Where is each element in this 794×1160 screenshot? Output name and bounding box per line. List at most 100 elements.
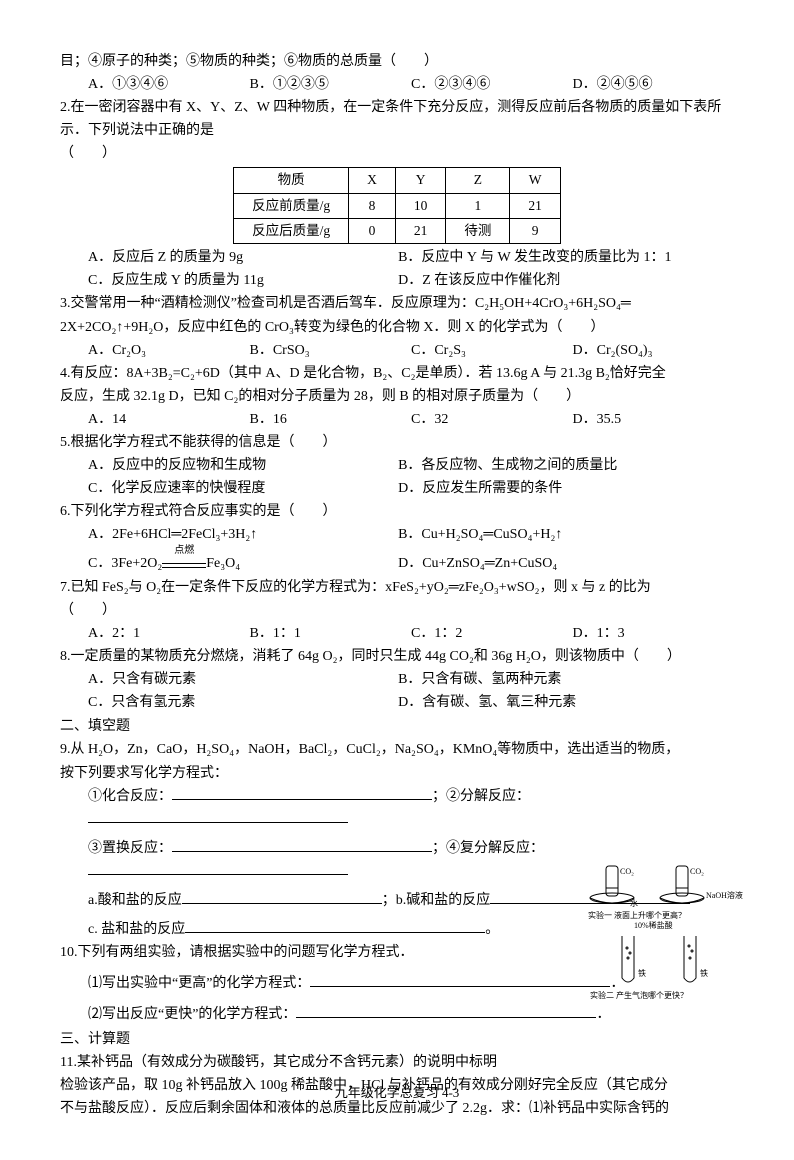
opt-b: B．16 — [250, 408, 412, 431]
q8-d: D．含有碳、氢、氧三种元素 — [398, 691, 734, 714]
td: 9 — [510, 219, 561, 244]
label: ；b.碱和盐的反应 — [382, 893, 491, 908]
q8-stem: 8.一定质量的某物质充分燃烧，消耗了 64g O₂，同时只生成 44g CO₂和… — [60, 645, 734, 668]
opt-c: C．Cr₂S₃ — [411, 339, 573, 362]
th: X — [349, 168, 396, 193]
fe-label: 铁 — [638, 968, 646, 978]
q-top-options: A．①③④⑥ B．①②③⑤ C．②③④⑥ D．②④⑤⑥ — [60, 73, 734, 96]
blank-input[interactable] — [88, 808, 348, 823]
q9-l1: 9.从 H₂O，Zn，CaO，H₂SO₄，NaOH，BaCl₂，CuCl₂，Na… — [60, 738, 734, 761]
q6-c-post: Fe₃O₄ — [206, 556, 240, 571]
q2-b: B．反应中 Y 与 W 发生改变的质量比为 1：1 — [398, 246, 734, 269]
opt-d: D．②④⑤⑥ — [573, 73, 735, 96]
opt-c: C．②③④⑥ — [411, 73, 573, 96]
q6-stem: 6.下列化学方程式符合反应事实的是（ ） — [60, 500, 734, 523]
q3-l1: 3.交警常用一种“酒精检测仪”检查司机是否酒后驾车．反应原理为：C₂H₅OH+4… — [60, 292, 734, 315]
q11-l1: 11.某补钙品（有效成分为碳酸钙，其它成分不含钙元素）的说明中标明 — [60, 1051, 734, 1074]
opt-c: C．32 — [411, 408, 573, 431]
q5-c: C．化学反应速率的快慢程度 — [88, 477, 398, 500]
q6-d: D．Cu+ZnSO₄═Zn+CuSO₄ — [398, 552, 734, 575]
blank-input[interactable] — [172, 785, 432, 800]
label: ⑴写出实验中“更高”的化学方程式： — [88, 976, 310, 991]
th: 物质 — [234, 168, 349, 193]
q2-table: 物质 X Y Z W 反应前质量/g 8 10 1 21 反应后质量/g 0 2… — [233, 167, 561, 244]
q6-c: C．3Fe+2O₂点燃Fe₃O₄ — [88, 552, 398, 575]
q2-c: C．反应生成 Y 的质量为 11g — [88, 269, 398, 292]
q7-l2: （ ） — [60, 599, 734, 622]
q4-l2: 反应，生成 32.1g D，已知 C₂的相对分子质量为 28，则 B 的相对原子… — [60, 385, 734, 408]
th: Z — [446, 168, 510, 193]
page-footer: 九年级化学总复习 4-3 — [0, 1082, 794, 1103]
td: 反应后质量/g — [234, 219, 349, 244]
label: ；④复分解反应： — [432, 841, 544, 856]
label: a.酸和盐的反应 — [88, 893, 182, 908]
label: ；②分解反应： — [432, 789, 530, 804]
blank-input[interactable] — [296, 1003, 596, 1018]
q5-a: A．反应中的反应物和生成物 — [88, 454, 398, 477]
opt-b: B．①②③⑤ — [250, 73, 412, 96]
td: 0 — [349, 219, 396, 244]
reaction-arrow-icon: 点燃 — [162, 553, 206, 576]
q9-row1: ①化合反应： ；②分解反应： — [60, 785, 734, 831]
q7-l1: 7.已知 FeS₂与 O₂在一定条件下反应的化学方程式为：xFeS₂+yO₂═z… — [60, 576, 734, 599]
opt-d: D．Cr₂(SO₄)₃ — [573, 339, 735, 362]
label: ． — [596, 1007, 610, 1022]
q2-stem: 2.在一密闭容器中有 X、Y、Z、W 四种物质，在一定条件下充分反应，测得反应前… — [60, 96, 734, 142]
blank-input[interactable] — [185, 918, 485, 933]
opt-a: A．①③④⑥ — [88, 73, 250, 96]
exp1-label: 实验一 液面上升哪个更高？ — [588, 910, 686, 920]
td: 1 — [446, 193, 510, 218]
th: Y — [395, 168, 446, 193]
q6-a: A．2Fe+6HCl═2FeCl₃+3H₂↑ — [88, 523, 398, 546]
q6-b: B．Cu+H₂SO₄═CuSO₄+H₂↑ — [398, 523, 734, 546]
label: 。 — [485, 922, 499, 937]
td: 8 — [349, 193, 396, 218]
q2-a: A．反应后 Z 的质量为 9g — [88, 246, 398, 269]
blank-input[interactable] — [310, 972, 610, 987]
q2-cd: C．反应生成 Y 的质量为 11g D．Z 在该反应中作催化剂 — [60, 269, 734, 292]
opt-a: A．14 — [88, 408, 250, 431]
q5-d: D．反应发生所需要的条件 — [398, 477, 734, 500]
td: 21 — [510, 193, 561, 218]
q8-a: A．只含有碳元素 — [88, 668, 398, 691]
opt-d: D．1：3 — [573, 622, 735, 645]
opt-a: A．2：1 — [88, 622, 250, 645]
q6-c-pre: C．3Fe+2O₂ — [88, 556, 162, 571]
opt-b: B．1：1 — [250, 622, 412, 645]
q2-d: D．Z 在该反应中作催化剂 — [398, 269, 734, 292]
label: ①化合反应： — [88, 789, 172, 804]
blank-input[interactable] — [172, 837, 432, 852]
co2-label: CO₂ — [690, 867, 704, 876]
opt-b: B．CrSO₃ — [250, 339, 412, 362]
opt-a: A．Cr₂O₃ — [88, 339, 250, 362]
td: 待测 — [446, 219, 510, 244]
naoh-label: NaOH溶液 — [706, 890, 743, 900]
q3-l2: 2X+2CO₂↑+9H₂O，反应中红色的 CrO₃转变为绿色的化合物 X．则 X… — [60, 316, 734, 339]
q5-stem: 5.根据化学方程式不能获得的信息是（ ） — [60, 431, 734, 454]
td: 10 — [395, 193, 446, 218]
q5-b: B．各反应物、生成物之间的质量比 — [398, 454, 734, 477]
blank-input[interactable] — [88, 860, 348, 875]
td: 反应前质量/g — [234, 193, 349, 218]
label: c. 盐和盐的反应 — [88, 922, 185, 937]
q3-options: A．Cr₂O₃ B．CrSO₃ C．Cr₂S₃ D．Cr₂(SO₄)₃ — [60, 339, 734, 362]
q9-l2: 按下列要求写化学方程式： — [60, 762, 734, 785]
blank-input[interactable] — [182, 889, 382, 904]
label: ③置换反应： — [88, 841, 172, 856]
section-2-title: 二、填空题 — [60, 715, 734, 738]
opt-d: D．35.5 — [573, 408, 735, 431]
q2-stem-blank: （ ） — [60, 142, 734, 165]
q8-b: B．只含有碳、氢两种元素 — [398, 668, 734, 691]
q4-options: A．14 B．16 C．32 D．35.5 — [60, 408, 734, 431]
q4-l1: 4.有反应：8A+3B₂=C₂+6D（其中 A、D 是化合物，B₂、C₂是单质）… — [60, 362, 734, 385]
experiment-diagram: CO₂ CO₂ 水 NaOH溶液 实验一 液面上升哪个更高？ 10%稀盐酸 铁 … — [584, 858, 744, 1008]
fe-label: 铁 — [700, 968, 708, 978]
section-3-title: 三、计算题 — [60, 1028, 734, 1051]
q6-c-cond: 点燃 — [162, 543, 206, 560]
q2-ab: A．反应后 Z 的质量为 9g B．反应中 Y 与 W 发生改变的质量比为 1：… — [60, 246, 734, 269]
co2-label: CO₂ — [620, 867, 634, 876]
q7-options: A．2：1 B．1：1 C．1：2 D．1：3 — [60, 622, 734, 645]
opt-c: C．1：2 — [411, 622, 573, 645]
exp2-label: 实验二 产生气泡哪个更快？ — [590, 990, 688, 1000]
salt-label: 10%稀盐酸 — [634, 920, 673, 930]
